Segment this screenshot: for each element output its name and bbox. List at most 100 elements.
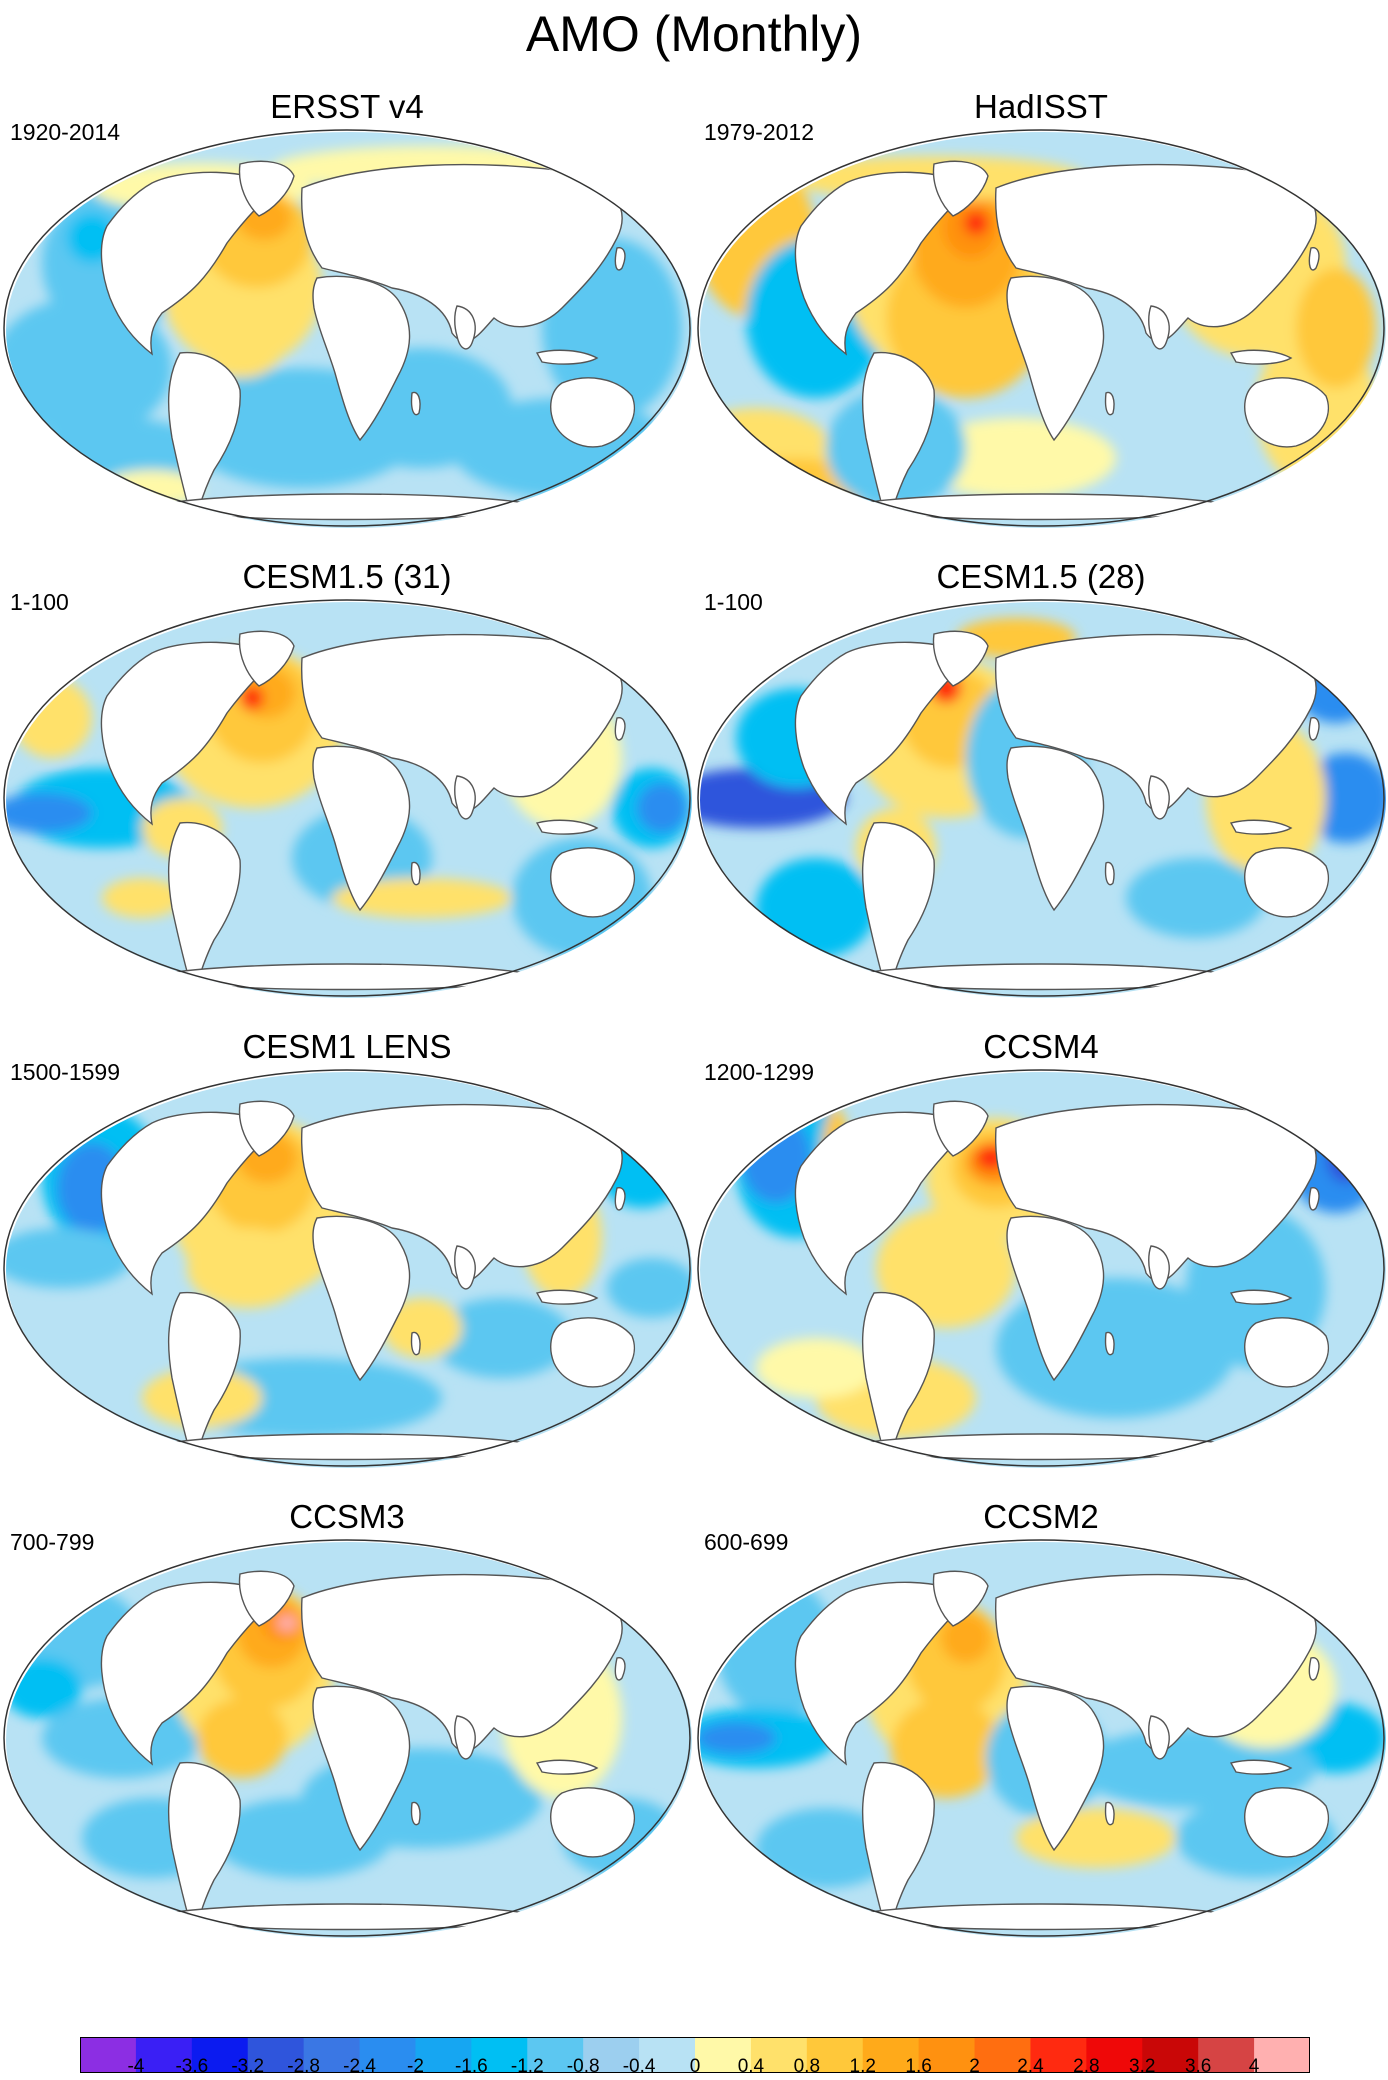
panel-title: CCSM2	[983, 1498, 1099, 1535]
colorbar-label: 0	[689, 2056, 701, 2077]
anomaly-contour	[700, 1722, 776, 1754]
land-greenland	[238, 1570, 295, 1627]
land-africa	[312, 275, 411, 442]
anomaly-contour	[197, 1698, 287, 1778]
colorbar-label: -0.8	[566, 2056, 600, 2077]
land-antarctica	[150, 963, 544, 991]
land-japan	[614, 1657, 626, 1681]
land-africa	[312, 1685, 411, 1852]
anomaly-contour	[1076, 1728, 1316, 1808]
anomaly-contour	[332, 878, 512, 918]
panel-period: 1920-2014	[10, 119, 120, 145]
colorbar-swatch	[750, 2037, 808, 2073]
map-svg	[697, 1069, 1386, 1468]
map-outline	[3, 1539, 691, 1937]
land-madagascar	[410, 391, 421, 416]
anomaly-contour	[1326, 1133, 1366, 1183]
anomaly-contour	[607, 1258, 692, 1318]
map-svg	[3, 599, 692, 998]
land-africa	[312, 745, 411, 912]
colorbar-label: -2.8	[287, 2056, 320, 2077]
land-greenland	[932, 160, 989, 217]
land-india	[1148, 305, 1170, 350]
map-svg	[3, 129, 692, 528]
colorbar-label: 0.4	[737, 2056, 765, 2077]
anomaly-contour	[197, 298, 287, 378]
panel-title: CCSM3	[289, 1498, 405, 1535]
land-africa	[1006, 745, 1105, 912]
land-indonesia	[1229, 349, 1293, 365]
colorbar-label: 3.6	[1184, 2056, 1212, 2077]
colorbar-label: -3.2	[231, 2056, 265, 2077]
panel-period: 1979-2012	[704, 119, 814, 145]
colorbar-swatch	[583, 2037, 640, 2073]
anomaly-contour	[102, 878, 182, 918]
colorbar-swatch	[1030, 2037, 1087, 2073]
colorbar-label: -4	[127, 2056, 145, 2077]
colorbar-swatch	[80, 2037, 137, 2073]
panel-title: HadISST	[974, 88, 1108, 125]
anomaly-contour	[382, 1298, 462, 1358]
land-australia	[550, 1787, 636, 1858]
map-panel: HadISST 1979-2012	[694, 88, 1388, 558]
map-field	[6, 132, 692, 528]
land-indonesia	[1229, 1289, 1293, 1305]
panel-period: 1-100	[10, 589, 69, 615]
land-africa	[1006, 1215, 1105, 1382]
colorbar-swatch	[806, 2037, 864, 2073]
colorbar-swatch	[471, 2037, 528, 2073]
map-svg	[3, 1069, 692, 1468]
land-greenland	[932, 1570, 989, 1627]
colorbar-label: -1.2	[510, 2056, 544, 2077]
anomaly-contour	[1296, 268, 1376, 388]
land-australia	[1244, 1787, 1330, 1858]
colorbar-swatch	[415, 2037, 472, 2073]
map-panel: CESM1.5 (31) 1-100	[0, 558, 694, 1028]
land-india	[454, 1245, 476, 1290]
panel-title: CCSM4	[983, 1028, 1099, 1065]
land-indonesia	[535, 819, 599, 835]
land-indonesia	[535, 1289, 599, 1305]
land-antarctica	[150, 1903, 544, 1931]
anomaly-contour	[6, 793, 92, 833]
map-svg	[697, 599, 1386, 998]
colorbar-label: -2.4	[343, 2056, 376, 2077]
map-outline	[3, 599, 691, 997]
land-antarctica	[150, 493, 544, 521]
colorbar-swatch	[303, 2037, 361, 2073]
colorbar-swatch	[247, 2037, 305, 2073]
anomaly-contour	[756, 1338, 876, 1398]
land-antarctica	[844, 1903, 1238, 1931]
map-svg	[697, 129, 1386, 528]
colorbar-swatch	[527, 2037, 584, 2073]
land-africa	[1006, 275, 1105, 442]
land-india	[454, 775, 476, 820]
land-greenland	[932, 630, 989, 687]
colorbar-swatch	[918, 2037, 976, 2073]
colorbar-label: -1.6	[454, 2056, 488, 2077]
map-outline	[697, 1539, 1385, 1937]
colorbar-frame	[80, 2037, 1310, 2073]
panel-title: CESM1 LENS	[242, 1028, 452, 1065]
land-madagascar	[410, 1331, 421, 1356]
map-field	[700, 1072, 1386, 1468]
panel-title: CESM1.5 (28)	[936, 558, 1146, 595]
anomaly-contour	[916, 418, 1116, 498]
colorbar-swatch	[862, 2037, 920, 2073]
colorbar-label: 0.8	[793, 2056, 821, 2077]
land-antarctica	[150, 1433, 544, 1461]
map-field	[700, 132, 1386, 528]
colorbar-swatch	[639, 2037, 696, 2073]
map-outline	[697, 129, 1385, 527]
land-india	[454, 305, 476, 350]
land-greenland	[932, 1100, 989, 1157]
anomaly-contour	[6, 298, 172, 438]
land-japan	[1308, 1657, 1320, 1681]
colorbar-labels: -4 -3.6 -3.2 -2.8 -2.4 -2 -1.6 -1.2 -0.8 -0.4 0 0.4…	[0, 2056, 1388, 2080]
land-australia	[1244, 847, 1330, 918]
land-indonesia	[1229, 1759, 1293, 1775]
land-indonesia	[535, 349, 599, 365]
colorbar-label: 2.8	[1073, 2056, 1100, 2077]
land-india	[1148, 1245, 1170, 1290]
land-madagascar	[1104, 1331, 1115, 1356]
